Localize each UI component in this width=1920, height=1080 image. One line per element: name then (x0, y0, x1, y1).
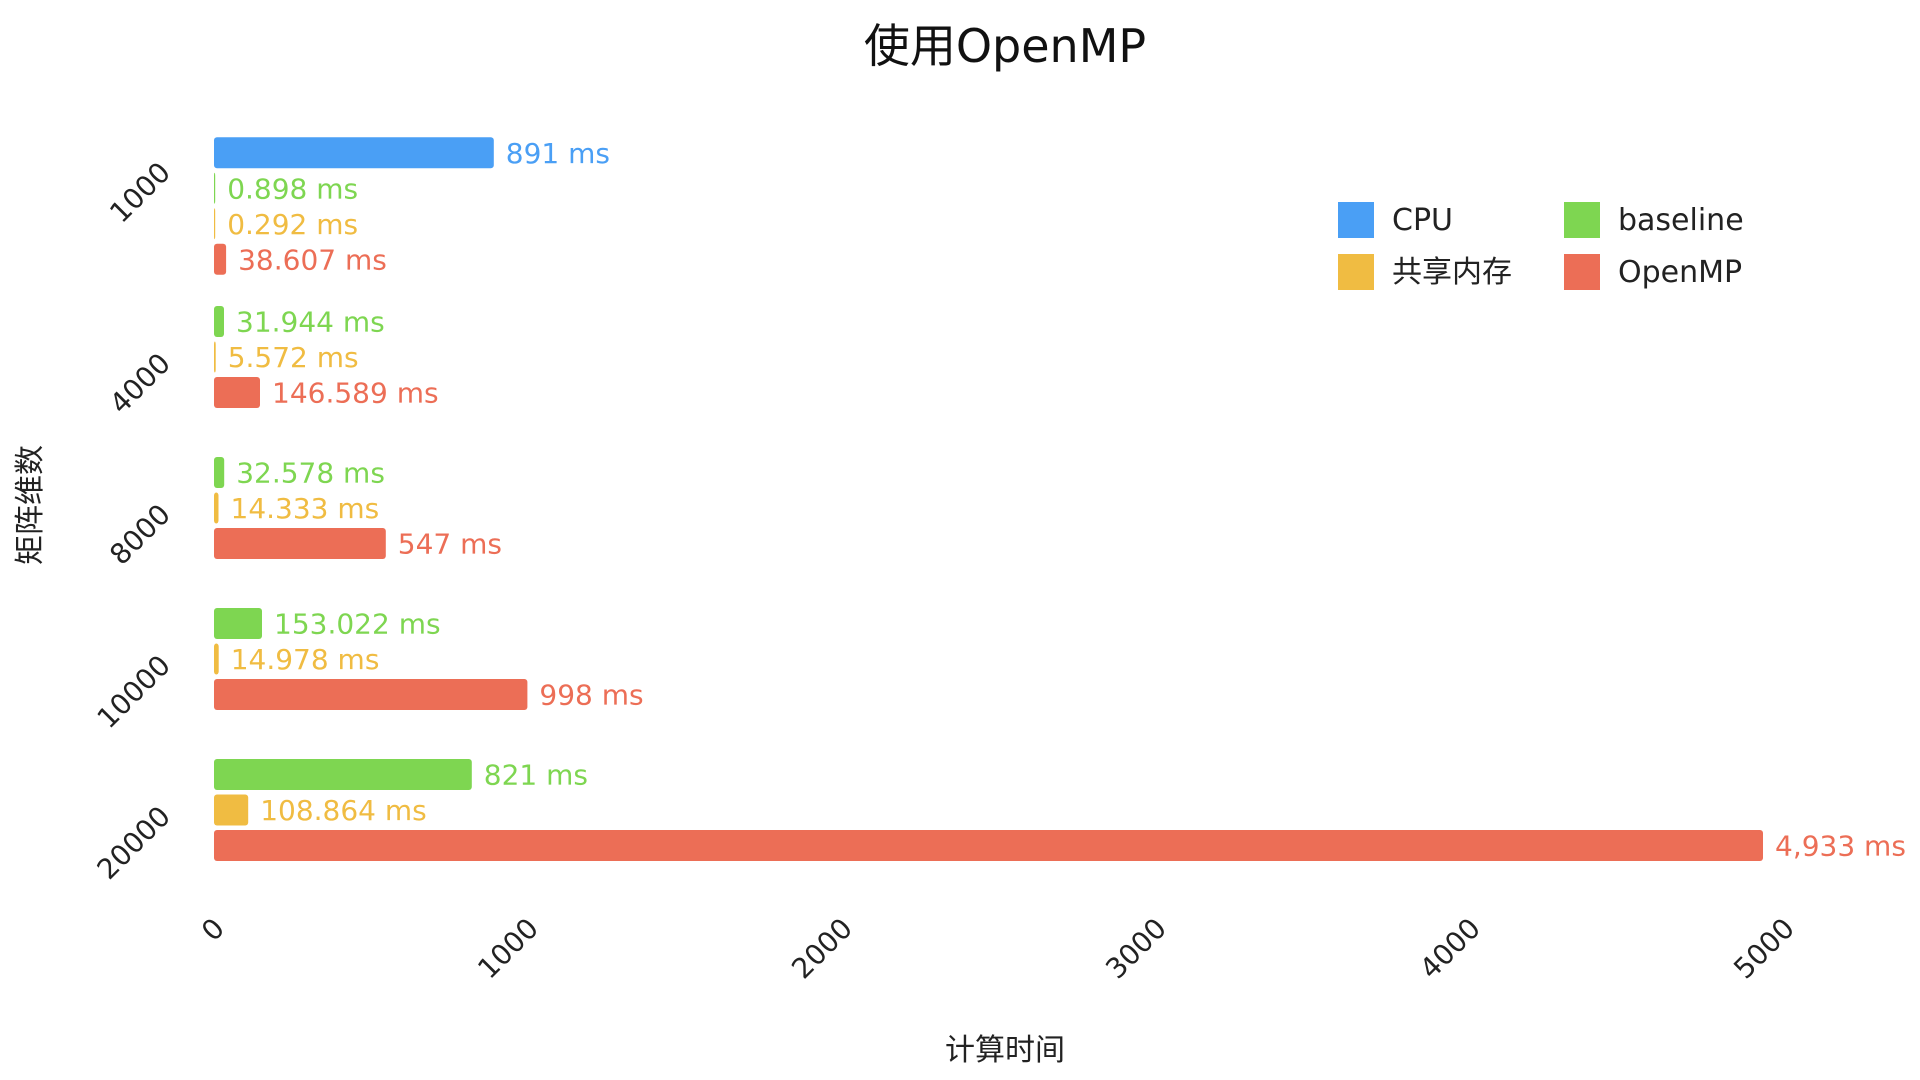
x-tick-label: 4000 (1413, 912, 1487, 986)
bar-baseline-8000 (214, 457, 225, 488)
y-tick-labels: 1000 4000 8000 10000 20000 (91, 156, 177, 886)
legend-swatch-共享内存 (1338, 254, 1374, 290)
bar-OpenMP-8000 (214, 528, 386, 559)
data-label-OpenMP-1000: 38.607 ms (238, 243, 387, 276)
data-label-共享内存-10000: 14.978 ms (231, 643, 380, 676)
y-axis-label: 矩阵维数 (13, 445, 48, 565)
y-tick-label: 20000 (91, 800, 177, 886)
bar-共享内存-1000 (214, 208, 216, 240)
x-tick-label: 1000 (471, 912, 545, 986)
x-axis-label: 计算时间 (945, 1033, 1065, 1068)
x-tick-label: 0 (195, 912, 231, 948)
data-label-baseline-10000: 153.022 ms (274, 608, 441, 641)
x-tick-label: 5000 (1727, 912, 1801, 986)
data-label-共享内存-1000: 0.292 ms (227, 208, 358, 241)
data-label-CPU-1000: 891 ms (506, 137, 610, 170)
y-tick-label: 1000 (103, 156, 177, 230)
data-label-OpenMP-4000: 146.589 ms (272, 377, 439, 410)
bar-OpenMP-10000 (214, 679, 528, 710)
chart-title: 使用OpenMP (864, 19, 1146, 73)
bar-baseline-10000 (214, 608, 262, 639)
legend-label-OpenMP: OpenMP (1618, 255, 1742, 290)
bar-共享内存-4000 (214, 341, 216, 373)
y-tick-label: 8000 (103, 498, 177, 572)
legend-label-CPU: CPU (1392, 203, 1453, 238)
bar-CPU-1000 (214, 137, 494, 169)
data-label-OpenMP-10000: 998 ms (539, 679, 643, 712)
legend-swatch-OpenMP (1564, 254, 1600, 290)
bar-baseline-1000 (214, 172, 216, 204)
bar-OpenMP-20000 (214, 830, 1763, 861)
x-tick-labels: 0 1000 2000 3000 4000 5000 (195, 912, 1801, 986)
data-label-baseline-4000: 31.944 ms (236, 306, 385, 339)
data-label-baseline-1000: 0.898 ms (227, 172, 358, 205)
legend-label-baseline: baseline (1618, 203, 1744, 238)
bar-共享内存-20000 (214, 794, 249, 826)
data-label-共享内存-20000: 108.864 ms (260, 794, 427, 827)
bar-共享内存-10000 (214, 643, 219, 675)
bar-OpenMP-4000 (214, 377, 260, 408)
data-label-baseline-8000: 32.578 ms (236, 457, 385, 490)
x-tick-label: 3000 (1099, 912, 1173, 986)
x-tick-label: 2000 (785, 912, 859, 986)
data-label-共享内存-8000: 14.333 ms (231, 492, 380, 525)
bar-共享内存-8000 (214, 492, 219, 524)
data-label-OpenMP-8000: 547 ms (398, 528, 502, 561)
data-label-共享内存-4000: 5.572 ms (228, 341, 359, 374)
data-label-baseline-20000: 821 ms (484, 759, 588, 792)
bar-OpenMP-1000 (214, 243, 227, 275)
legend: CPU baseline 共享内存 OpenMP (1338, 202, 1744, 290)
bar-baseline-4000 (214, 306, 224, 337)
data-label-OpenMP-20000: 4,933 ms (1775, 830, 1906, 863)
bar-baseline-20000 (214, 759, 472, 790)
y-tick-label: 4000 (103, 347, 177, 421)
legend-swatch-CPU (1338, 202, 1374, 238)
legend-swatch-baseline (1564, 202, 1600, 238)
y-tick-label: 10000 (91, 649, 177, 735)
legend-label-共享内存: 共享内存 (1392, 255, 1512, 290)
bars-group (214, 137, 1763, 861)
